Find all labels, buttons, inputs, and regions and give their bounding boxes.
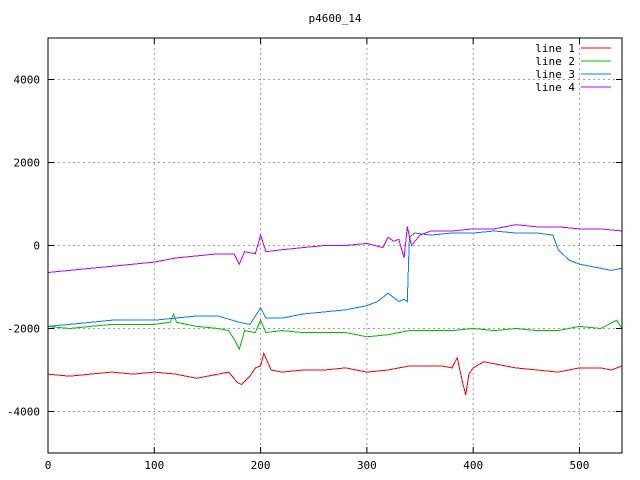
x-tick-label: 100 [144,459,164,472]
series-line-1 [47,351,623,396]
series-line-2 [47,312,623,351]
legend-label-3: line 3 [535,68,575,81]
x-tick-label: 0 [45,459,52,472]
y-tick-label: -2000 [7,323,40,336]
x-tick-label: 500 [570,459,590,472]
series-group [47,224,623,396]
legend-label-4: line 4 [535,81,575,94]
x-axis-ticks: 0 100 200 300 400 500 [45,38,590,472]
chart-title: p4600_14 [309,12,362,25]
y-tick-label: 2000 [14,157,41,170]
x-tick-label: 200 [251,459,271,472]
y-tick-label: -4000 [7,406,40,419]
y-tick-label: 4000 [14,74,41,87]
legend-label-1: line 1 [535,42,575,55]
series-line-4 [47,224,623,273]
series-line-3 [47,230,623,327]
y-tick-label: 0 [33,240,40,253]
y-axis-ticks: -4000 -2000 0 2000 4000 [7,74,622,419]
x-tick-label: 400 [463,459,483,472]
x-tick-label: 300 [357,459,377,472]
legend-label-2: line 2 [535,55,575,68]
